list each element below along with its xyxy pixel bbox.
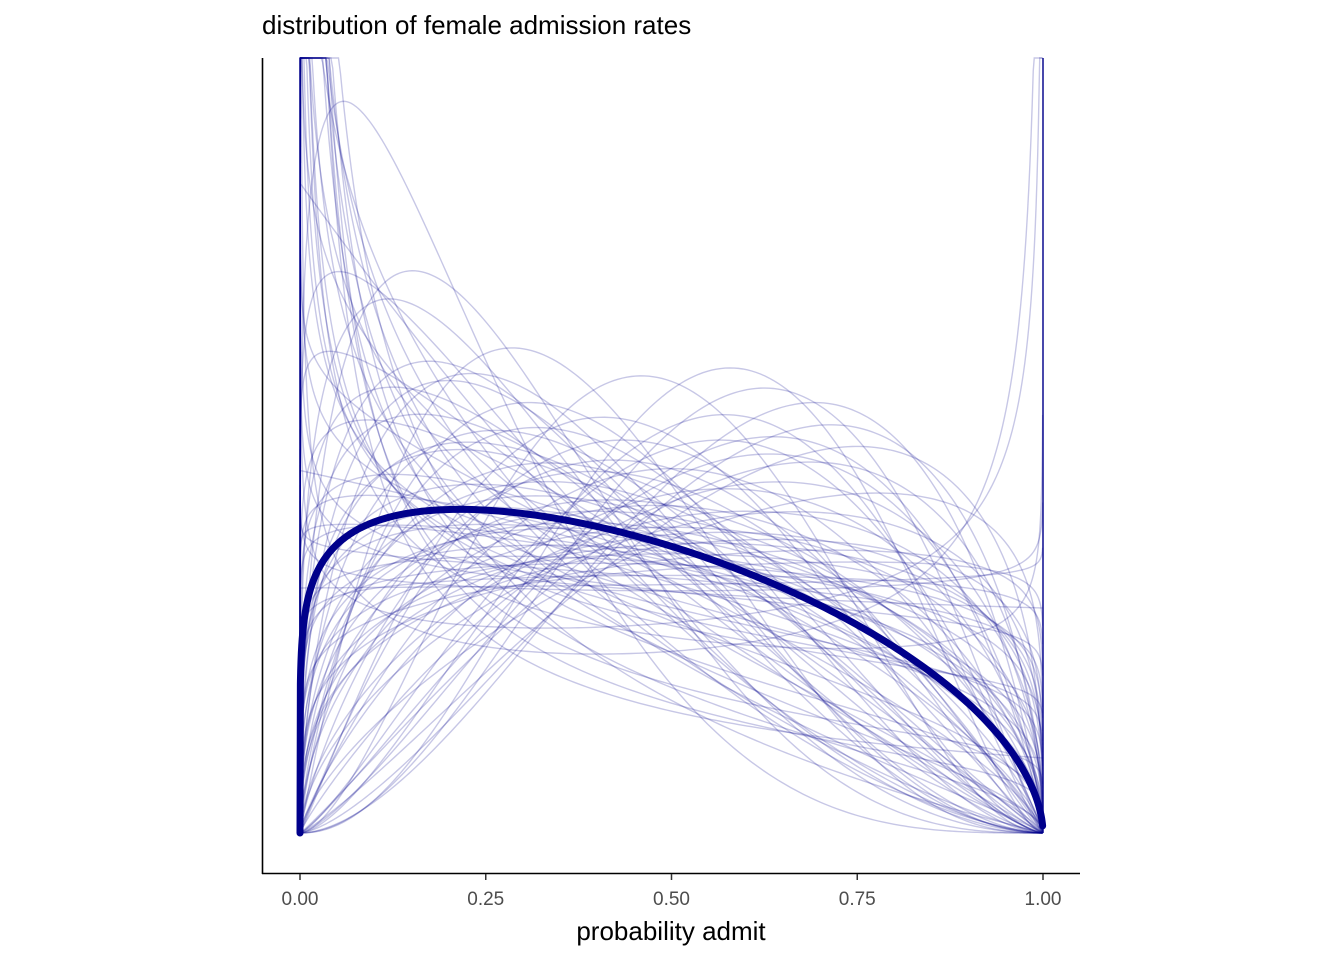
sample-curve-72 xyxy=(299,197,1044,834)
sample-curve-44 xyxy=(299,523,1044,834)
sample-curve-65 xyxy=(299,57,1044,834)
sample-curve-30 xyxy=(299,439,1044,834)
sample-curve-9 xyxy=(299,57,1044,834)
sample-curve-68 xyxy=(299,57,1043,834)
sample-curve-48 xyxy=(299,555,1044,834)
x-tick-label: 0.25 xyxy=(467,889,504,910)
sample-curve-15 xyxy=(299,386,1043,834)
series-layer xyxy=(299,57,1044,834)
sample-curve-55 xyxy=(299,492,1044,834)
x-tick-layer: 0.00 0.25 0.50 0.75 1.00 xyxy=(282,874,1062,910)
sample-curve-17 xyxy=(299,521,1044,834)
sample-curve-66 xyxy=(299,57,1043,834)
x-axis-title: probability admit xyxy=(576,916,766,946)
sample-curve-35 xyxy=(299,100,1043,834)
sample-curve-84 xyxy=(300,367,1043,834)
sample-curve-39 xyxy=(299,360,1043,834)
x-tick-label: 0.75 xyxy=(839,889,876,910)
sample-curve-47 xyxy=(299,549,1044,834)
sample-curve-7 xyxy=(299,57,1043,834)
sample-curve-92 xyxy=(299,531,1044,834)
x-tick-label: 0.00 xyxy=(282,889,319,910)
sample-curve-52 xyxy=(299,511,1044,834)
sample-curve-60 xyxy=(299,260,1044,834)
mean-curve xyxy=(296,505,1047,837)
sample-curve-19 xyxy=(299,510,1044,834)
sample-curve-79 xyxy=(299,429,1043,834)
sample-curve-32 xyxy=(300,401,1044,834)
sample-curve-90 xyxy=(299,57,1044,834)
sample-curve-37 xyxy=(299,372,1043,834)
sample-curve-1 xyxy=(299,57,1044,834)
sample-curve-11 xyxy=(299,181,1043,834)
sample-curve-6 xyxy=(299,57,1044,834)
sample-curve-4 xyxy=(299,57,1044,834)
sample-curve-24 xyxy=(299,426,1043,834)
sample-curve-56 xyxy=(299,435,1044,834)
sample-curve-10 xyxy=(299,253,1044,834)
sample-curve-2 xyxy=(299,57,1044,834)
sample-curve-28 xyxy=(299,461,1044,834)
sample-curve-36 xyxy=(299,401,1043,834)
sample-curve-40 xyxy=(299,270,1043,834)
sample-curve-61 xyxy=(299,519,1044,834)
sample-curve-49 xyxy=(299,527,1044,834)
sample-curve-81 xyxy=(299,470,1044,834)
sample-curve-88 xyxy=(299,524,1044,834)
sample-curve-13 xyxy=(299,419,1044,834)
sample-curve-34 xyxy=(299,270,1043,834)
sample-curve-83 xyxy=(300,387,1044,834)
sample-curve-76 xyxy=(299,57,1044,834)
sample-curve-74 xyxy=(299,480,1044,834)
sample-curve-38 xyxy=(299,347,1043,834)
sample-curve-20 xyxy=(299,379,1043,834)
sample-curve-41 xyxy=(299,574,1044,834)
sample-curve-87 xyxy=(299,416,1043,834)
sample-curve-23 xyxy=(299,510,1044,834)
x-tick-label: 0.50 xyxy=(653,889,690,910)
sample-curve-8 xyxy=(299,57,1044,834)
sample-curve-53 xyxy=(299,481,1044,834)
sample-curve-93 xyxy=(299,504,1044,834)
sample-curve-63 xyxy=(299,57,1044,834)
sample-curve-22 xyxy=(299,462,1044,834)
sample-curve-50 xyxy=(299,526,1044,834)
sample-curve-57 xyxy=(299,502,1044,834)
chart-title: distribution of female admission rates xyxy=(262,10,692,40)
highlight-layer xyxy=(296,505,1047,837)
sample-curve-71 xyxy=(299,448,1043,834)
sample-curve-42 xyxy=(299,562,1044,834)
sample-curve-46 xyxy=(299,561,1044,834)
x-tick-label: 1.00 xyxy=(1025,889,1062,910)
sample-curve-3 xyxy=(299,57,1044,834)
sample-curve-85 xyxy=(299,375,1043,834)
sample-curve-70 xyxy=(299,350,1043,834)
sample-curve-31 xyxy=(299,424,1044,834)
sample-curve-14 xyxy=(299,544,1044,834)
sample-curve-64 xyxy=(299,57,1043,834)
sample-curve-69 xyxy=(299,57,1044,834)
sample-curve-67 xyxy=(299,57,1043,834)
sample-curve-43 xyxy=(299,553,1044,834)
sample-curve-59 xyxy=(299,547,1044,834)
sample-curve-86 xyxy=(299,459,1044,834)
sample-curve-5 xyxy=(299,57,1043,834)
sample-curve-58 xyxy=(299,351,1043,834)
sample-curve-33 xyxy=(299,298,1043,834)
sample-curve-91 xyxy=(299,57,1044,834)
sample-curve-62 xyxy=(299,57,1044,834)
sample-curve-21 xyxy=(299,499,1044,834)
sample-curve-18 xyxy=(299,441,1043,834)
sample-curve-25 xyxy=(299,488,1044,834)
sample-curve-29 xyxy=(299,453,1044,834)
sample-curve-73 xyxy=(299,473,1044,834)
sample-curve-27 xyxy=(299,439,1043,834)
sample-curve-54 xyxy=(299,445,1044,834)
sample-curve-78 xyxy=(299,495,1044,834)
